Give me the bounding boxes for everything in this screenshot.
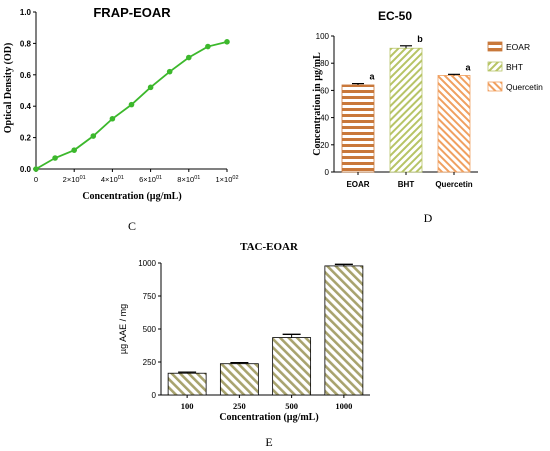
frap-data-point [224, 39, 230, 45]
tac-y-tick-label: 1000 [138, 259, 156, 268]
tac-bar [219, 363, 259, 396]
frap-x-tick-label: 2×1001 [63, 175, 86, 184]
frap-data-point [128, 101, 135, 108]
ec50-ylabel: Concentration in µg/mL [312, 52, 323, 156]
frap-axes: 0.00.20.40.60.81.00 2×1001 4×1001 6×1001 8×1… [20, 8, 239, 184]
ec50-legend-swatch [487, 41, 503, 52]
tac-bar [324, 265, 364, 396]
frap-data-point [166, 68, 173, 75]
tac-y-tick-label: 500 [143, 325, 157, 334]
frap-ylabel: Optical Density (OD) [3, 43, 14, 134]
panel-label-e: E [265, 435, 272, 449]
tac-bar [272, 337, 312, 396]
frap-x-tick-base: 0 [34, 175, 38, 184]
ec50-category-label: EOAR [346, 180, 369, 189]
frap-xlabel: Concentration (µg/mL) [82, 191, 181, 202]
tac-title: TAC-EOAR [240, 241, 299, 253]
frap-x-tick-base: 1×10 [215, 175, 232, 184]
frap-data-point [33, 166, 39, 172]
frap-y-tick-label: 0.0 [20, 165, 32, 174]
tac-bar [167, 372, 207, 396]
ec50-y-tick-label: 100 [316, 32, 330, 41]
frap-y-tick-label: 0.2 [20, 134, 32, 143]
ec50-category-label: BHT [398, 180, 415, 189]
frap-x-tick-base: 4×10 [101, 175, 118, 184]
tac-category-label: 1000 [335, 401, 352, 411]
ec50-legend-label: BHT [506, 62, 523, 72]
frap-x-tick-base: 2×10 [63, 175, 80, 184]
panel-label-d: D [424, 211, 433, 225]
ec50-bar [437, 75, 471, 173]
tac-chart: TAC-EOAR 0 250 500 750 1000 100 250 500 1000 Co… [118, 241, 370, 449]
ec50-significance-label: a [369, 72, 375, 82]
ec50-chart: EC-50 0 20 40 60 80 100 a EOAR b BHT a Quercetin C… [312, 9, 543, 225]
frap-y-tick-label: 0.6 [20, 71, 32, 80]
frap-data-point [71, 147, 77, 153]
frap-data-point [109, 115, 116, 122]
ec50-y-tick-label: 40 [320, 114, 329, 123]
ec50-y-tick-label: 60 [320, 86, 329, 95]
frap-x-tick-exponent: 01 [80, 175, 86, 181]
ec50-y-tick-label: 20 [320, 141, 329, 150]
frap-chart: FRAP-EOAR 0.00.20.40.60.81.00 2×1001 4×100… [3, 5, 239, 233]
frap-data-point [186, 54, 192, 61]
ec50-significance-label: b [417, 34, 423, 44]
frap-x-tick-base: 8×10 [177, 175, 194, 184]
frap-x-tick-label: 6×1001 [139, 175, 162, 184]
ec50-legend-swatch [487, 81, 503, 92]
frap-data-point [147, 84, 154, 91]
tac-y-tick-label: 750 [143, 292, 157, 301]
frap-y-tick-label: 0.4 [20, 102, 32, 111]
ec50-category-label: Quercetin [435, 180, 472, 189]
ec50-significance-label: a [465, 62, 471, 72]
frap-data-point [52, 155, 58, 161]
ec50-y-tick-label: 80 [320, 59, 329, 68]
tac-ylabel: µg AAE / mg [118, 304, 128, 354]
frap-title: FRAP-EOAR [93, 5, 171, 20]
frap-x-tick-exponent: 02 [232, 175, 238, 181]
ec50-bar [389, 47, 423, 173]
panel-label-c: C [128, 219, 136, 233]
ec50-legend-label: Quercetin [506, 82, 543, 92]
frap-x-tick-base: 6×10 [139, 175, 156, 184]
frap-x-tick-label: 4×1001 [101, 175, 124, 184]
tac-y-tick-label: 250 [143, 358, 157, 367]
frap-x-tick-label: 0 [34, 175, 38, 184]
frap-x-tick-exponent: 01 [194, 175, 200, 181]
tac-category-label: 500 [285, 401, 298, 411]
tac-category-label: 100 [181, 401, 194, 411]
ec50-legend-label: EOAR [506, 42, 530, 52]
ec50-legend: EOAR BHT Quercetin [487, 41, 543, 92]
ec50-y-tick-label: 0 [325, 168, 330, 177]
tac-xlabel: Concentration (µg/mL) [219, 412, 318, 423]
frap-y-tick-label: 0.8 [20, 39, 32, 48]
frap-y-tick-label: 1.0 [20, 8, 32, 17]
frap-x-tick-exponent: 01 [118, 175, 124, 181]
frap-x-tick-exponent: 01 [156, 175, 162, 181]
tac-y-tick-label: 0 [152, 391, 157, 400]
frap-series [33, 39, 230, 172]
ec50-legend-swatch [487, 61, 503, 72]
ec50-title: EC-50 [378, 9, 412, 23]
frap-x-tick-label: 1×1002 [215, 175, 238, 184]
frap-data-point [90, 133, 97, 139]
ec50-series: a EOAR b BHT a Quercetin [341, 34, 473, 189]
tac-category-label: 250 [233, 401, 246, 411]
frap-data-point [205, 43, 211, 50]
tac-series: 100 250 500 1000 [167, 263, 364, 411]
ec50-bar [341, 84, 375, 173]
frap-x-tick-label: 8×1001 [177, 175, 200, 184]
